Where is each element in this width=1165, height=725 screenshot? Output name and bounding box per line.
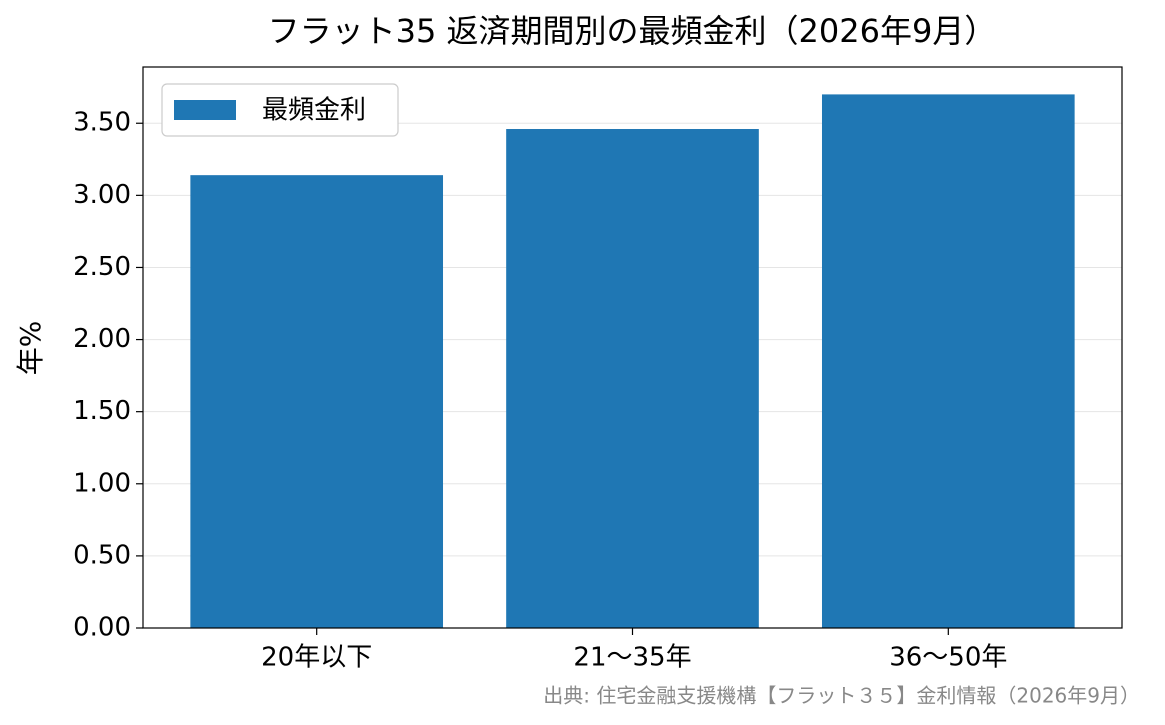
y-tick-label: 3.50 [73,108,131,138]
y-tick-label: 0.00 [73,613,131,643]
y-tick-label: 0.50 [73,540,131,570]
bar [506,129,759,628]
chart-title: フラット35 返済期間別の最頻金利（2026年9月） [268,12,997,50]
y-tick-label: 3.00 [73,180,131,210]
source-note: 出典: 住宅金融支援機構【フラット３５】金利情報（2026年9月） [543,684,1140,708]
y-tick-label: 2.00 [73,324,131,354]
legend-label: 最頻金利 [262,96,366,126]
bar [190,175,444,628]
x-tick-label: 20年以下 [261,643,372,673]
x-tick-label: 21〜35年 [573,643,691,673]
legend-swatch [174,100,236,120]
bar [821,94,1075,629]
y-tick-label: 2.50 [73,252,131,282]
y-tick-label: 1.50 [73,396,131,426]
legend-box [161,83,399,137]
x-tick-label: 36〜50年 [889,643,1007,673]
y-axis-label: 年% [14,321,47,376]
y-tick-label: 1.00 [73,468,131,498]
plot-frame [142,66,1123,629]
